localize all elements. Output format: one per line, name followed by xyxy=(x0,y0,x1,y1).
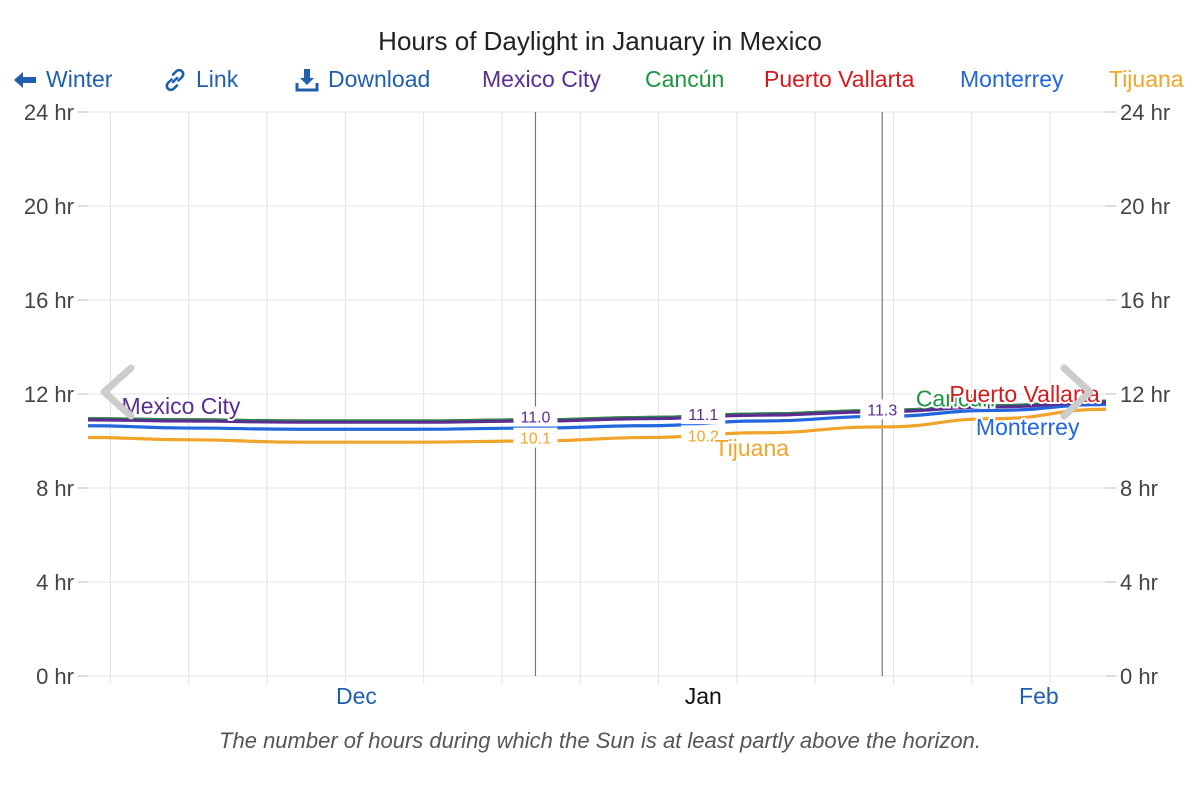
y-tick-label-right: 12 hr xyxy=(1120,382,1170,407)
y-tick-label-right: 0 hr xyxy=(1120,664,1158,689)
month-label-jan: Jan xyxy=(685,683,722,709)
back-winter-label: Winter xyxy=(46,66,113,92)
month-label-feb: Feb xyxy=(1019,683,1059,709)
data-label-halo xyxy=(513,427,558,448)
y-tick-label-left: 16 hr xyxy=(24,288,74,313)
link-button[interactable]: Link xyxy=(162,66,238,93)
y-tick-label-left: 8 hr xyxy=(36,476,74,501)
chevron-left-icon[interactable] xyxy=(100,364,135,420)
y-tick-label-right: 24 hr xyxy=(1120,100,1170,125)
y-tick-label-right: 16 hr xyxy=(1120,288,1170,313)
y-tick-label-left: 4 hr xyxy=(36,570,74,595)
legend-cancun[interactable]: Cancún xyxy=(645,66,725,92)
legend-mexico-city[interactable]: Mexico City xyxy=(482,66,601,92)
series-label-canc-n: Cancún xyxy=(916,386,995,412)
y-tick-label-left: 12 hr xyxy=(24,382,74,407)
legend-puerto-vallarta[interactable]: Puerto Vallarta xyxy=(764,66,915,92)
series-label-mexico-city: Mexico City xyxy=(122,393,241,419)
data-label-halo xyxy=(513,406,558,427)
data-label: 11.3 xyxy=(867,402,897,419)
y-tick-label-left: 24 hr xyxy=(24,100,74,125)
page-title: Hours of Daylight in January in Mexico xyxy=(378,26,822,56)
chevron-right-icon[interactable] xyxy=(1060,364,1094,420)
y-tick-label-left: 0 hr xyxy=(36,664,74,689)
link-label: Link xyxy=(196,66,239,92)
data-label-halo xyxy=(681,404,726,425)
y-tick-label-left: 20 hr xyxy=(24,194,74,219)
data-label: 11.1 xyxy=(688,407,718,424)
chart-caption: The number of hours during which the Sun… xyxy=(219,728,981,753)
series-line-monterrey xyxy=(87,402,1107,431)
y-tick-label-right: 8 hr xyxy=(1120,476,1158,501)
data-label: 11.0 xyxy=(520,410,550,427)
data-label: 10.1 xyxy=(520,431,551,448)
data-label: 10.2 xyxy=(688,428,719,445)
arrow-left-icon xyxy=(12,70,38,90)
data-label-halo xyxy=(681,425,726,446)
back-winter-link[interactable]: Winter xyxy=(12,66,112,93)
download-button[interactable]: Download xyxy=(294,66,430,93)
download-icon xyxy=(294,67,320,93)
download-label: Download xyxy=(328,66,431,92)
legend-tijuana[interactable]: Tijuana xyxy=(1109,66,1184,92)
series-label-tijuana: Tijuana xyxy=(714,435,789,461)
month-label-dec: Dec xyxy=(336,683,377,709)
series-line-tijuana xyxy=(87,407,1107,444)
series-line-mexico-city xyxy=(87,400,1107,424)
legend-monterrey[interactable]: Monterrey xyxy=(960,66,1064,92)
data-label-halo xyxy=(860,399,905,420)
y-tick-label-right: 20 hr xyxy=(1120,194,1170,219)
link-icon xyxy=(162,67,188,93)
y-tick-label-right: 4 hr xyxy=(1120,570,1158,595)
